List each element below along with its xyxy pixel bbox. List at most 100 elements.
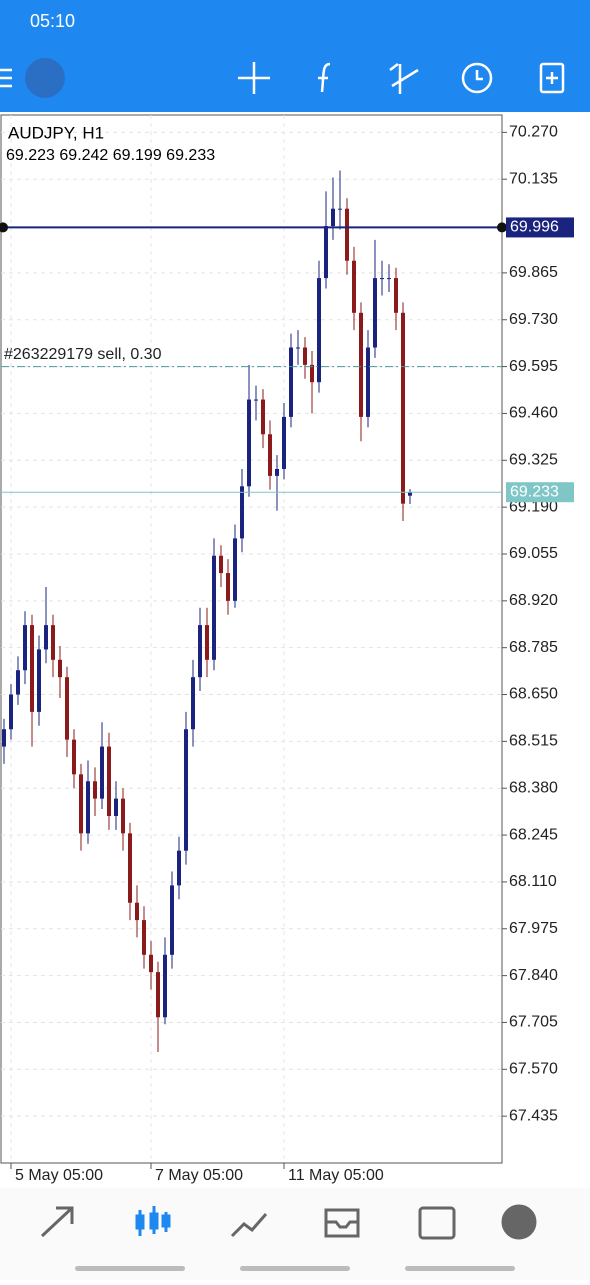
- candle-body: [387, 278, 391, 280]
- candle-body: [324, 226, 328, 279]
- y-tick-label: 69.595: [509, 358, 558, 375]
- candle-body: [226, 573, 230, 601]
- candle-body: [352, 260, 356, 313]
- y-tick-label: 68.110: [509, 873, 557, 890]
- candle-body: [240, 486, 244, 539]
- level-handle: [497, 222, 507, 233]
- template-icon[interactable]: [539, 62, 565, 94]
- candle-body: [65, 677, 69, 740]
- candle-body: [100, 746, 104, 799]
- y-tick-label: 68.785: [509, 639, 558, 656]
- candle-body: [317, 278, 321, 383]
- nav-trade[interactable]: [230, 1213, 268, 1238]
- candle-body: [366, 347, 370, 417]
- candle-body: [275, 468, 279, 476]
- candle-body: [149, 954, 153, 973]
- chart-frame: [0, 114, 503, 1164]
- candle-body: [261, 399, 265, 435]
- nav-chat[interactable]: [501, 1204, 537, 1240]
- trade-icon[interactable]: [389, 63, 419, 94]
- candle-body: [37, 649, 41, 712]
- status-time: 05:10: [30, 11, 75, 31]
- y-tick-label: 69.460: [509, 405, 558, 422]
- candle-body: [121, 798, 125, 834]
- candle-body: [107, 746, 111, 816]
- candle-body: [310, 364, 314, 383]
- candle-body: [205, 625, 209, 660]
- y-tick-label: 68.515: [509, 733, 558, 750]
- nav-chart[interactable]: [135, 1206, 171, 1236]
- timeframe-icon[interactable]: [461, 62, 493, 94]
- candle-body: [9, 694, 13, 730]
- candle-body: [170, 885, 174, 955]
- bid-label-box: [506, 482, 574, 503]
- candle-body: [191, 677, 195, 730]
- x-tick-label: 11 May 05:00: [288, 1167, 384, 1184]
- candle-body: [72, 739, 76, 775]
- candle-body: [359, 312, 363, 417]
- y-tick-label: 68.650: [509, 686, 558, 703]
- candle-body: [303, 347, 307, 365]
- low: 69.199: [113, 147, 162, 164]
- nav-news[interactable]: [418, 1206, 456, 1240]
- candle-body: [345, 208, 349, 261]
- nav-history[interactable]: [324, 1208, 360, 1238]
- candle-body: [233, 538, 237, 601]
- y-tick-label: 69.325: [509, 452, 558, 469]
- y-tick-label: 69.865: [509, 264, 558, 281]
- close: 69.233: [166, 147, 215, 164]
- candle-body: [219, 555, 223, 574]
- open: 69.223: [6, 147, 55, 164]
- candle-body: [184, 729, 188, 851]
- level-label-box: [506, 217, 574, 238]
- candle-body: [156, 972, 160, 1018]
- gesture-bar: [75, 1266, 185, 1271]
- candle-body: [142, 920, 146, 955]
- candle-body: [79, 774, 83, 834]
- candle-body: [177, 850, 181, 886]
- candle-body: [401, 312, 405, 504]
- candle-body: [2, 729, 6, 747]
- candle-body: [58, 659, 62, 678]
- candle-body: [296, 347, 300, 349]
- candle-body: [51, 625, 55, 660]
- y-tick-label: 69.055: [509, 545, 558, 562]
- candle-body: [394, 278, 398, 313]
- y-tick-label: 68.920: [509, 592, 558, 609]
- y-tick-label: 67.975: [509, 920, 558, 937]
- candle-body: [163, 954, 167, 1018]
- x-tick-label: 5 May 05:00: [15, 1167, 103, 1184]
- y-tick-label: 68.245: [509, 826, 558, 843]
- crosshair-icon[interactable]: [238, 62, 270, 94]
- candle-body: [373, 278, 377, 348]
- candle-body: [247, 399, 251, 487]
- candle-body: [268, 434, 272, 476]
- candle-body: [331, 208, 335, 227]
- candle-body: [93, 781, 97, 799]
- candle-body: [212, 555, 216, 660]
- candle-body: [289, 347, 293, 417]
- candle-body: [380, 278, 384, 280]
- toolbar-icons: [0, 58, 565, 98]
- gesture-bar: [240, 1266, 350, 1271]
- y-tick-label: 70.270: [509, 124, 558, 141]
- y-tick-label: 67.705: [509, 1014, 558, 1031]
- candle-body: [135, 902, 139, 921]
- candle-body: [30, 625, 34, 712]
- y-tick-label: 67.435: [509, 1107, 558, 1124]
- candle-body: [23, 625, 27, 671]
- nav-icons: [40, 1204, 537, 1240]
- y-tick-label: 69.190: [509, 498, 558, 515]
- bottom-nav: [0, 1188, 590, 1280]
- candle-body: [114, 798, 118, 816]
- x-tick-label: 7 May 05:00: [155, 1167, 243, 1184]
- candle-body: [254, 399, 258, 401]
- gesture-bar: [405, 1266, 515, 1271]
- order-label: #263229179 sell, 0.30: [4, 346, 162, 363]
- level-label: 69.996: [510, 219, 559, 236]
- candle-body: [44, 625, 48, 650]
- indicator-icon[interactable]: [318, 62, 331, 93]
- ohlc-text: 69.223 69.242 69.199 69.233: [6, 147, 215, 164]
- nav-quotes[interactable]: [40, 1206, 74, 1238]
